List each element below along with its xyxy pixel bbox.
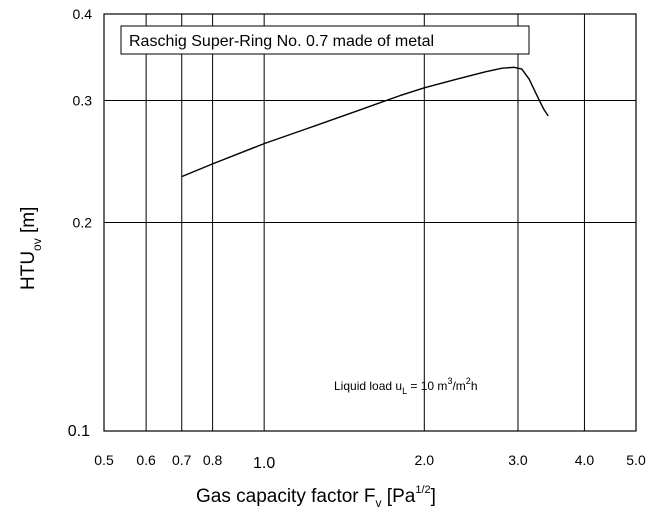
annotation-liquid-load: Liquid load uL = 10 m3/m2h <box>334 376 478 396</box>
series-line <box>181 66 549 178</box>
x-tick-label: 0.5 <box>94 452 114 468</box>
x-tick-label: 2.0 <box>415 452 435 468</box>
y-tick-label: 0.3 <box>73 93 93 109</box>
y-tick-labels: 0.1 0.2 0.3 0.4 <box>68 6 92 440</box>
y-tick-label: 0.1 <box>68 423 90 440</box>
x-tick-label: 0.7 <box>172 452 192 468</box>
x-axis-title: Gas capacity factor Fv [Pa1/2] <box>196 484 436 510</box>
y-tick-label: 0.2 <box>73 215 93 231</box>
y-axis-title: HTUov [m] <box>18 207 44 290</box>
y-tick-label: 0.4 <box>73 6 93 22</box>
x-tick-label: 0.6 <box>136 452 156 468</box>
series-layer <box>181 66 549 178</box>
x-tick-labels: 0.5 0.6 0.7 0.8 1.0 2.0 3.0 4.0 5.0 <box>94 452 646 472</box>
plot-frame <box>103 13 637 432</box>
x-tick-label: 1.0 <box>253 455 275 472</box>
x-tick-label: 5.0 <box>626 452 646 468</box>
x-tick-label: 0.8 <box>203 452 223 468</box>
chart-title-box: Raschig Super-Ring No. 0.7 made of metal <box>120 25 530 55</box>
grid-lines <box>104 14 636 431</box>
chart-title: Raschig Super-Ring No. 0.7 made of metal <box>129 33 434 50</box>
x-tick-label: 4.0 <box>575 452 595 468</box>
x-tick-label: 3.0 <box>508 452 528 468</box>
